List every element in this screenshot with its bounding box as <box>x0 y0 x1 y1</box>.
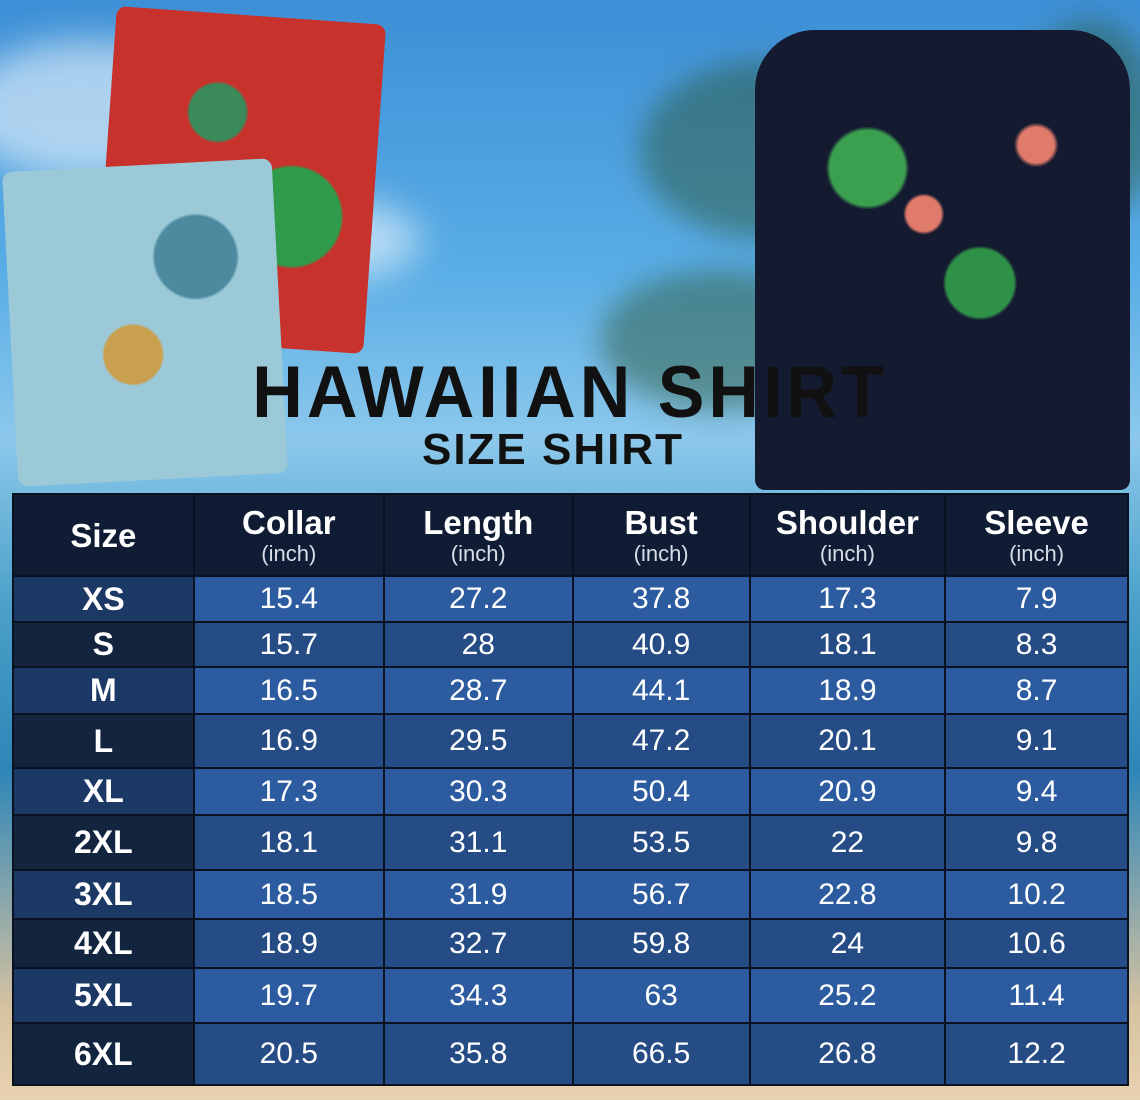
measurement-cell: 63 <box>573 969 749 1022</box>
size-label: XS <box>14 577 193 621</box>
table-row: S 15.7 28 40.9 18.1 8.3 <box>14 623 1127 666</box>
page-title: HAWAIIAN SHIRT <box>252 351 888 433</box>
table-row: L 16.9 29.5 47.2 20.1 9.1 <box>14 715 1127 767</box>
size-label: 6XL <box>14 1024 193 1084</box>
column-header-sleeve: Sleeve (inch) <box>946 495 1127 575</box>
table-row: 4XL 18.9 32.7 59.8 24 10.6 <box>14 920 1127 967</box>
measurement-cell: 35.8 <box>384 1024 572 1084</box>
measurement-cell: 17.3 <box>750 577 945 621</box>
table-row: 2XL 18.1 31.1 53.5 22 9.8 <box>14 816 1127 869</box>
measurement-cell: 37.8 <box>573 577 749 621</box>
measurement-cell: 22 <box>750 816 945 869</box>
measurement-cell: 12.2 <box>946 1024 1127 1084</box>
measurement-cell: 8.7 <box>946 668 1127 713</box>
measurement-cell: 18.9 <box>750 668 945 713</box>
column-header-unit: (inch) <box>633 540 689 566</box>
measurement-cell: 28 <box>384 623 572 666</box>
measurement-cell: 15.7 <box>194 623 383 666</box>
table-row: 5XL 19.7 34.3 63 25.2 11.4 <box>14 969 1127 1022</box>
column-header-collar: Collar (inch) <box>194 495 383 575</box>
size-label: S <box>14 623 193 666</box>
measurement-cell: 53.5 <box>573 816 749 869</box>
column-header-size: Size <box>14 495 193 575</box>
measurement-cell: 56.7 <box>573 871 749 918</box>
measurement-cell: 40.9 <box>573 623 749 666</box>
column-header-label: Shoulder <box>775 503 919 541</box>
measurement-cell: 31.1 <box>384 816 572 869</box>
measurement-cell: 18.1 <box>750 623 945 666</box>
measurement-cell: 59.8 <box>573 920 749 967</box>
measurement-cell: 20.1 <box>750 715 945 767</box>
measurement-cell: 18.1 <box>194 816 383 869</box>
measurement-cell: 8.3 <box>946 623 1127 666</box>
measurement-cell: 9.4 <box>946 769 1127 814</box>
measurement-cell: 34.3 <box>384 969 572 1022</box>
measurement-cell: 32.7 <box>384 920 572 967</box>
column-header-unit: (inch) <box>261 540 317 566</box>
page-subtitle: SIZE SHIRT <box>421 425 685 474</box>
measurement-cell: 27.2 <box>384 577 572 621</box>
size-label: 4XL <box>14 920 193 967</box>
measurement-cell: 30.3 <box>384 769 572 814</box>
measurement-cell: 50.4 <box>573 769 749 814</box>
size-label: M <box>14 668 193 713</box>
column-header-label: Size <box>70 516 137 554</box>
table-header-row: Size Collar (inch) Length (inch) Bust (inch) Sh… <box>14 495 1127 575</box>
column-header-label: Collar <box>242 503 336 541</box>
measurement-cell: 10.6 <box>946 920 1127 967</box>
size-label: XL <box>14 769 193 814</box>
column-header-unit: (inch) <box>819 540 875 566</box>
column-header-unit: (inch) <box>450 540 506 566</box>
column-header-unit: (inch) <box>1009 540 1065 566</box>
column-header-shoulder: Shoulder (inch) <box>750 495 945 575</box>
measurement-cell: 24 <box>750 920 945 967</box>
measurement-cell: 44.1 <box>573 668 749 713</box>
measurement-cell: 18.9 <box>194 920 383 967</box>
measurement-cell: 9.8 <box>946 816 1127 869</box>
measurement-cell: 15.4 <box>194 577 383 621</box>
size-label: 5XL <box>14 969 193 1022</box>
measurement-cell: 9.1 <box>946 715 1127 767</box>
size-label: L <box>14 715 193 767</box>
measurement-cell: 26.8 <box>750 1024 945 1084</box>
measurement-cell: 18.5 <box>194 871 383 918</box>
column-header-length: Length (inch) <box>384 495 572 575</box>
table-row: M 16.5 28.7 44.1 18.9 8.7 <box>14 668 1127 713</box>
table-row: 6XL 20.5 35.8 66.5 26.8 12.2 <box>14 1024 1127 1084</box>
column-header-label: Bust <box>624 503 698 541</box>
measurement-cell: 25.2 <box>750 969 945 1022</box>
measurement-cell: 29.5 <box>384 715 572 767</box>
measurement-cell: 66.5 <box>573 1024 749 1084</box>
column-header-bust: Bust (inch) <box>573 495 749 575</box>
measurement-cell: 47.2 <box>573 715 749 767</box>
column-header-label: Sleeve <box>984 503 1089 541</box>
measurement-cell: 22.8 <box>750 871 945 918</box>
measurement-cell: 16.9 <box>194 715 383 767</box>
table-row: 3XL 18.5 31.9 56.7 22.8 10.2 <box>14 871 1127 918</box>
column-header-label: Length <box>423 503 534 541</box>
measurement-cell: 19.7 <box>194 969 383 1022</box>
table-row: XS 15.4 27.2 37.8 17.3 7.9 <box>14 577 1127 621</box>
measurement-cell: 20.5 <box>194 1024 383 1084</box>
size-label: 3XL <box>14 871 193 918</box>
measurement-cell: 10.2 <box>946 871 1127 918</box>
measurement-cell: 31.9 <box>384 871 572 918</box>
measurement-cell: 16.5 <box>194 668 383 713</box>
measurement-cell: 11.4 <box>946 969 1127 1022</box>
model-flamingo-shirt-image <box>755 30 1130 490</box>
measurement-cell: 7.9 <box>946 577 1127 621</box>
measurement-cell: 17.3 <box>194 769 383 814</box>
measurement-cell: 28.7 <box>384 668 572 713</box>
size-chart-table: Size Collar (inch) Length (inch) Bust (inch) Sh… <box>12 493 1129 1086</box>
measurement-cell: 20.9 <box>750 769 945 814</box>
size-label: 2XL <box>14 816 193 869</box>
table-row: XL 17.3 30.3 50.4 20.9 9.4 <box>14 769 1127 814</box>
